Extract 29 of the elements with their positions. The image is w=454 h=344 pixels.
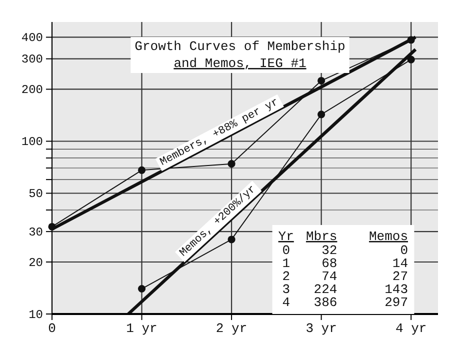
text: 3 224 143 xyxy=(282,282,408,297)
point xyxy=(138,284,146,293)
point xyxy=(48,222,56,231)
point xyxy=(407,56,415,64)
x-tick-label: 0 xyxy=(48,321,56,336)
point xyxy=(318,76,326,85)
text: 1 68 14 xyxy=(282,256,408,271)
x-tick-label: 1 yr xyxy=(126,321,158,336)
y-tick-label: 20 xyxy=(28,256,43,270)
point xyxy=(228,160,236,168)
y-tick-label: 30 xyxy=(28,225,43,240)
text: 4 386 297 xyxy=(282,295,408,310)
y-tick-label: 200 xyxy=(21,83,43,98)
x-tick-label: 2 yr xyxy=(216,321,248,336)
text: Yr Mbrs Memos xyxy=(278,229,408,244)
point xyxy=(228,236,236,244)
point xyxy=(138,166,146,174)
x-tick-label: 4 yr xyxy=(395,321,427,336)
y-tick-label: 100 xyxy=(21,135,43,150)
y-tick-label: 400 xyxy=(21,31,43,46)
y-tick-label: 300 xyxy=(21,52,43,67)
y-tick-label: 10 xyxy=(28,308,43,322)
y-tick-label: 50 xyxy=(28,187,43,202)
text: 2 74 27 xyxy=(282,269,408,284)
text: 0 32 0 xyxy=(282,243,408,258)
x-tick-label: 3 yr xyxy=(306,321,337,336)
point xyxy=(318,110,326,118)
point xyxy=(407,36,415,44)
text: Growth Curves of Membership and Memos, IEG #1 xyxy=(134,39,346,71)
